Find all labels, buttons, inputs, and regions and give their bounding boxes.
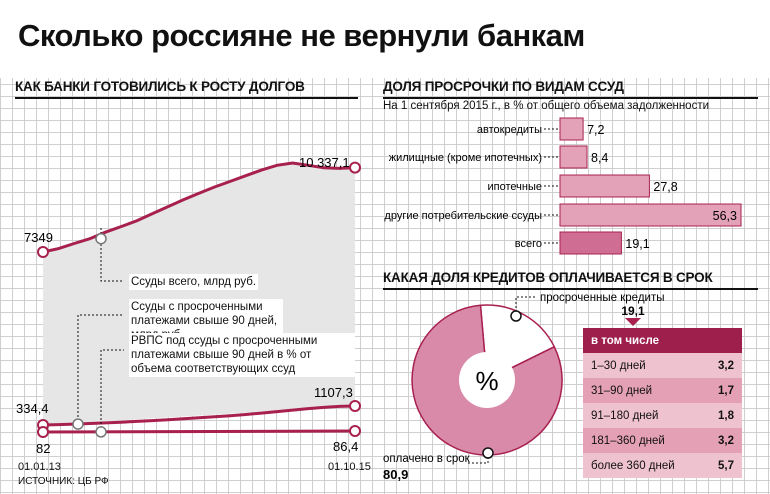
table-header-row: в том числе	[583, 328, 742, 353]
ratio-end-marker	[349, 425, 361, 437]
donut-chart-title: КАКАЯ ДОЛЯ КРЕДИТОВ ОПЛАЧИВАЕТСЯ В СРОК	[383, 270, 713, 285]
overdue-end-marker	[349, 400, 361, 412]
row-label: 181–360 дней	[591, 434, 665, 447]
row-value: 1,8	[718, 409, 734, 422]
bar-5	[559, 231, 622, 255]
paid-value: 80,9	[383, 467, 408, 482]
total-start-marker	[37, 246, 49, 258]
source-note: ИСТОЧНИК: ЦБ РФ	[18, 476, 109, 487]
overdue-end-label: 1107,3	[314, 385, 353, 400]
overdue-share-name: просроченные кредиты	[540, 292, 665, 304]
table-row: 31–90 дней 1,7	[583, 378, 742, 403]
ratio-start-marker	[37, 426, 49, 438]
donut-center-label: %	[475, 366, 498, 396]
total-start-label: 7349	[24, 230, 53, 245]
leader-overdue	[77, 314, 124, 425]
bar-1	[559, 117, 584, 141]
overdue-anchor-dot	[72, 418, 84, 430]
bar-category-label: жилищные (кроме ипотечных)	[389, 152, 542, 164]
row-value: 1,7	[718, 384, 734, 397]
line-chart-underline	[15, 97, 358, 99]
ratio-anchor-dot	[95, 426, 107, 438]
row-value: 5,7	[718, 459, 734, 472]
line-chart-title: КАК БАНКИ ГОТОВИЛИСЬ К РОСТУ ДОЛГОВ	[15, 79, 305, 94]
table-row: 1–30 дней 3,2	[583, 353, 742, 378]
bar-category-label: ипотечные	[488, 181, 542, 193]
bar-category-label: всего	[515, 238, 542, 250]
bar-4	[559, 203, 742, 227]
row-label: более 360 дней	[591, 459, 675, 472]
donut-chart-underline	[383, 288, 758, 290]
bar-category-label: автокредиты	[477, 124, 542, 136]
overdue-loans-line	[42, 404, 356, 427]
bar-chart-title: ДОЛЯ ПРОСРОЧКИ ПО ВИДАМ ССУД	[383, 79, 624, 94]
bar-3	[559, 174, 650, 198]
leader-ratio	[100, 349, 124, 432]
ratio-start-label: 82	[36, 441, 50, 456]
x-start-date: 01.01.13	[18, 461, 61, 473]
bar-value-label: 7,2	[587, 123, 604, 137]
overdue-share-value: 19,1	[621, 304, 645, 318]
table-header: в том числе	[583, 328, 742, 353]
leader-paid	[467, 453, 489, 464]
table-row: более 360 дней 5,7	[583, 453, 742, 478]
leader-overdue-share	[515, 296, 537, 316]
bar-value-label: 56,3	[713, 209, 737, 223]
bar-value-label: 19,1	[625, 237, 649, 251]
bar-chart-subtitle: На 1 сентября 2015 г., в % от общего объ…	[383, 100, 710, 112]
total-end-label: 10 337,1	[299, 155, 350, 170]
table-row: 91–180 дней 1,8	[583, 403, 742, 428]
donut-hole	[459, 352, 515, 408]
ratio-end-label: 86,4	[333, 439, 358, 454]
total-anchor-dot	[95, 232, 107, 245]
overdue-breakdown-table: в том числе 1–30 дней 3,2 31–90 дней 1,7…	[583, 328, 742, 478]
note-total-loans: Ссуды всего, млрд руб.	[129, 274, 259, 290]
table-row: 181–360 дней 3,2	[583, 428, 742, 453]
bar-chart-underline	[383, 97, 758, 99]
bar-category-label: другие потребительские ссуды	[384, 210, 542, 222]
leader-total	[100, 228, 124, 282]
row-value: 3,2	[718, 359, 734, 372]
overdue-start-label: 334,4	[16, 401, 49, 416]
bar-value-label: 8,4	[591, 151, 608, 165]
row-label: 1–30 дней	[591, 359, 646, 372]
page-title: Сколько россияне не вернули банкам	[18, 18, 585, 53]
total-loans-line	[42, 161, 356, 254]
ratio-baseline-line	[42, 429, 356, 434]
paid-name: оплачено в срок	[383, 453, 471, 465]
total-end-marker	[349, 161, 361, 174]
bar-value-label: 27,8	[653, 180, 677, 194]
bar-2	[559, 145, 588, 169]
x-end-date: 01.10.15	[328, 461, 371, 473]
title-bar: Сколько россияне не вернули банкам	[0, 0, 770, 78]
row-value: 3,2	[718, 434, 734, 447]
table-pointer	[625, 318, 641, 326]
marker-paid	[482, 447, 494, 459]
note-ratio: РВПС под ссуды с просроченными платежами…	[129, 333, 355, 377]
row-label: 31–90 дней	[591, 384, 653, 397]
marker-overdue-share	[510, 310, 522, 322]
row-label: 91–180 дней	[591, 409, 659, 422]
